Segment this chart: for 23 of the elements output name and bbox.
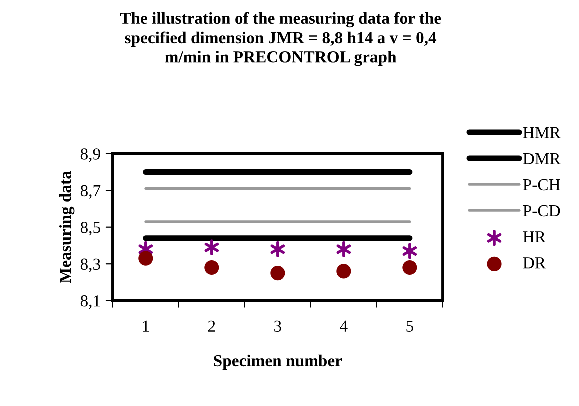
- x-tick-label: 2: [208, 320, 216, 332]
- legend-label: DR: [523, 258, 546, 269]
- point: [204, 260, 220, 276]
- x-tick-label: 3: [274, 320, 282, 332]
- point: [336, 264, 352, 279]
- y-tick-label: 8,3: [80, 258, 100, 272]
- legend-label: P-CD: [523, 205, 560, 217]
- y-tick-label: 8,7: [80, 185, 101, 199]
- legend-label: DMR: [523, 153, 561, 164]
- x-tick-label: 4: [340, 320, 348, 332]
- x-tick-label: 5: [406, 320, 414, 332]
- point: [138, 251, 154, 266]
- chart-title: The illustration of the measuring data for the specified dimension JMR = 8,8 h14 a v = 0,4 m/min in PRECONTROL graph: [120, 12, 442, 66]
- y-tick-label: 8,9: [80, 148, 100, 162]
- x-tick-label: 1: [143, 320, 150, 332]
- y-tick-label: 8,5: [80, 222, 100, 236]
- legend-label: HMR: [523, 127, 561, 138]
- point: [270, 266, 286, 281]
- legend-label: P-CH: [523, 179, 560, 191]
- y-tick-label: 8,1: [80, 296, 100, 310]
- x-axis-title: Specimen number: [214, 354, 342, 370]
- point: [402, 260, 418, 276]
- y-axis-title: Measuring data: [59, 171, 75, 284]
